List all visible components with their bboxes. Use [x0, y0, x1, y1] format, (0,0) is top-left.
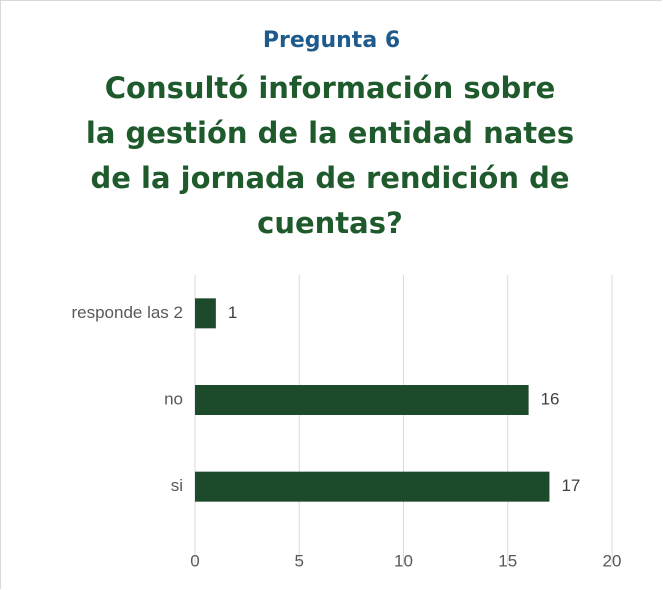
data-label: 17 — [561, 476, 580, 495]
y-tick-label: responde las 2 — [71, 303, 183, 322]
x-tick-label: 20 — [603, 551, 622, 570]
data-label: 1 — [228, 303, 237, 322]
chart-subtitle: Pregunta 6 — [262, 28, 401, 53]
x-tick-label: 0 — [190, 551, 199, 570]
y-tick-label: si — [171, 476, 183, 495]
y-tick-label: no — [164, 389, 183, 408]
bar — [195, 298, 216, 329]
chart-title: Consultó información sobre la gestión de… — [85, 71, 575, 240]
bar — [195, 385, 529, 415]
x-tick-label: 10 — [394, 551, 413, 570]
data-label: 16 — [541, 389, 560, 408]
x-tick-label: 5 — [295, 551, 304, 570]
bar — [195, 471, 550, 502]
x-tick-label: 15 — [498, 551, 517, 570]
